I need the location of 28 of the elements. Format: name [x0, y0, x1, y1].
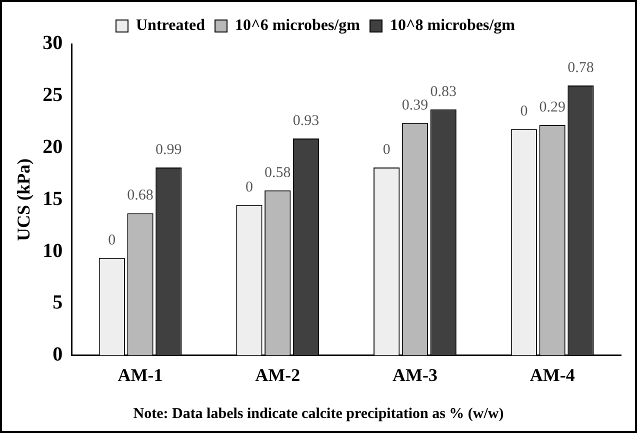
- annotation: 0: [520, 104, 528, 120]
- annotation: 0.58: [264, 164, 291, 181]
- y-tick-label: 5: [52, 292, 63, 314]
- y-tick-label: 15: [42, 188, 63, 210]
- y-axis-title: UCS (kPa): [13, 158, 34, 241]
- annotation: 0: [382, 142, 390, 158]
- annotation: 0.29: [539, 99, 566, 116]
- annotation: 0.68: [127, 188, 154, 204]
- annotation: 0.78: [568, 60, 594, 76]
- legend-label: 10^8 microbes/gm: [390, 17, 516, 34]
- legend-label: Untreated: [136, 17, 206, 34]
- y-tick-label: 0: [52, 344, 63, 366]
- x-tick-label: AM-1: [118, 364, 163, 385]
- annotation: 0: [245, 179, 253, 196]
- annotation: 0.99: [156, 142, 182, 158]
- annotation: 0.93: [292, 112, 320, 129]
- y-tick-label: 25: [42, 84, 63, 106]
- x-tick-label: AM-2: [255, 364, 300, 385]
- annotation: 0.39: [402, 97, 428, 114]
- x-tick-label: AM-4: [530, 364, 575, 385]
- y-tick-label: 20: [42, 136, 63, 158]
- y-tick-label: 10: [42, 240, 63, 262]
- annotation: 0: [108, 232, 116, 248]
- text: Note: Data labels indicate calcite precipitation as % (w/w): [132, 406, 505, 423]
- y-tick-label: 30: [42, 32, 63, 54]
- x-tick-label: AM-3: [392, 364, 438, 385]
- legend-label: 10^6 microbes/gm: [235, 17, 361, 34]
- annotation: 0.83: [430, 84, 456, 100]
